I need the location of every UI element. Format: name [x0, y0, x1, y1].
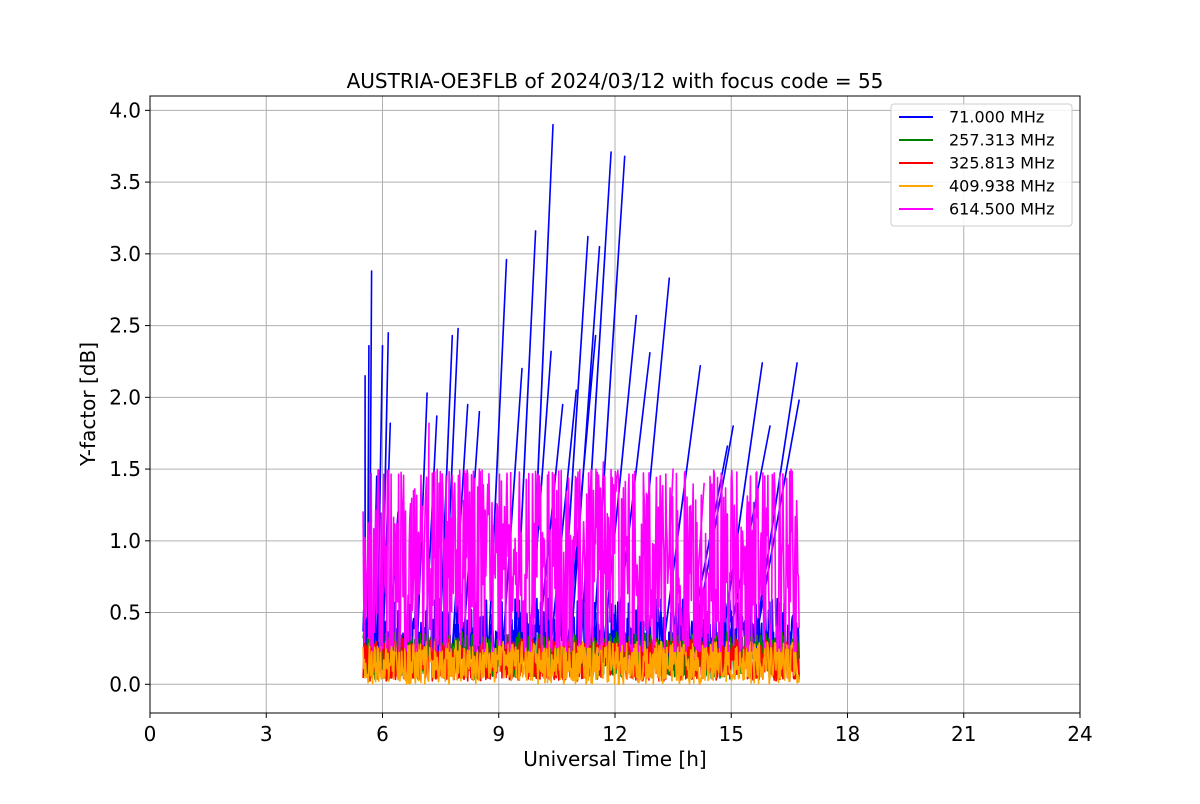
y-tick-label: 1.0 [109, 529, 141, 553]
y-tick-label: 2.0 [109, 385, 141, 409]
legend: 71.000 MHz 257.313 MHz 325.813 MHz 409.938 … [890, 103, 1073, 227]
axis-ticks: 0 3 6 9 12 15 18 21 24 0.0 0.5 1.0 1.5 2.0 2.5 3.0 3.5 4.… [109, 98, 1093, 746]
x-tick-label: 3 [260, 722, 273, 746]
legend-entry: 614.500 MHz [899, 200, 1054, 219]
legend-label: 614.500 MHz [949, 200, 1054, 219]
x-tick-label: 21 [951, 722, 976, 746]
x-axis-label: Universal Time [h] [523, 747, 706, 771]
legend-entry: 409.938 MHz [899, 177, 1054, 196]
y-tick-label: 0.5 [109, 601, 141, 625]
legend-entry: 71.000 MHz [899, 108, 1044, 127]
legend-entry: 257.313 MHz [899, 131, 1054, 150]
series-line-409-938-mhz [362, 639, 800, 686]
y-axis-label: Y-factor [dB] [76, 342, 100, 467]
legend-label: 409.938 MHz [949, 177, 1054, 196]
legend-box [890, 103, 1073, 227]
x-tick-label: 9 [492, 722, 505, 746]
x-tick-label: 12 [602, 722, 627, 746]
y-tick-label: 2.5 [109, 314, 141, 338]
legend-label: 71.000 MHz [949, 108, 1044, 127]
y-tick-label: 1.5 [109, 457, 141, 481]
x-tick-label: 18 [835, 722, 860, 746]
x-tick-label: 0 [144, 722, 157, 746]
y-tick-label: 3.0 [109, 242, 141, 266]
chart-title: AUSTRIA-OE3FLB of 2024/03/12 with focus … [347, 69, 884, 93]
y-tick-label: 4.0 [109, 98, 141, 122]
x-tick-label: 24 [1067, 722, 1092, 746]
series-line-614-500-mhz [362, 422, 800, 653]
y-tick-label: 0.0 [109, 672, 141, 696]
x-tick-label: 15 [719, 722, 744, 746]
x-tick-label: 6 [376, 722, 389, 746]
series-lines [362, 123, 800, 686]
legend-entry: 325.813 MHz [899, 154, 1054, 173]
legend-label: 257.313 MHz [949, 131, 1054, 150]
legend-label: 325.813 MHz [949, 154, 1054, 173]
y-tick-label: 3.5 [109, 170, 141, 194]
